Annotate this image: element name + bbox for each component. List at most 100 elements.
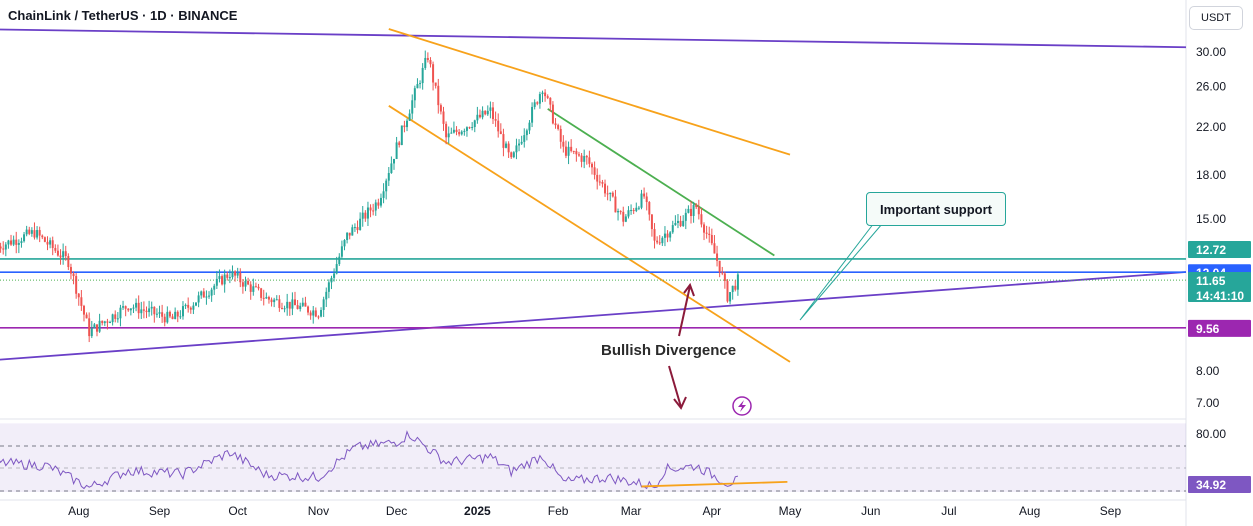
candle-body [325,291,328,300]
candle [528,120,531,135]
candle [583,149,586,169]
candle-body [155,313,158,315]
candle-body [632,210,635,212]
candle [59,249,62,265]
candle-body [588,157,591,164]
candle [494,111,497,127]
candle-body [468,127,471,129]
candle [452,121,455,134]
candle [132,304,135,314]
candle-body [395,142,398,159]
resistance-badge[interactable] [1188,240,1251,258]
time-tick-label: Mar [621,504,642,518]
candle-body [23,234,26,242]
candle-body [103,321,106,324]
candle [325,287,328,308]
trendline-4[interactable] [547,108,775,257]
candle-body [114,314,117,319]
candle-body [241,282,244,287]
candle [301,297,304,308]
candle-body [452,129,455,133]
candle [343,239,346,251]
candle-body [197,295,200,303]
trendline-0[interactable] [0,28,1187,49]
candle [10,234,13,246]
candle-body [356,227,359,230]
channel-top-2[interactable] [388,28,791,156]
candle [369,204,372,218]
candle [572,150,575,155]
candle [288,301,291,316]
candle-body [476,114,479,121]
price-axis[interactable]: 30.00 26.00 22.00 18.00 15.00 8.00 7.00 80.00 12… [1188,45,1251,493]
last-price-badge[interactable] [1188,272,1251,302]
trendline-1[interactable] [0,271,1187,362]
candle-body [541,92,544,95]
candle [218,269,221,283]
candle-body [596,174,599,182]
note-pointer [799,222,883,321]
candle-body [309,312,312,316]
candle [49,237,52,249]
drawn-lines[interactable] [0,28,1187,363]
time-tick-label: Aug [68,504,89,518]
candle-body [676,220,679,224]
candle-body [260,288,263,298]
rsi-badge[interactable] [1188,476,1251,493]
candle [468,126,471,129]
candle-body [221,276,224,285]
candle-body [181,306,184,317]
candle-body [330,277,333,283]
rsi-divergence-line[interactable] [641,480,788,488]
candle-body [674,223,677,226]
candle [669,231,672,242]
resistance-badge-text: 12.72 [1196,243,1226,257]
candle [213,283,216,295]
candle [617,208,620,221]
candle-body [481,110,484,118]
candle [718,260,721,278]
important-support-note[interactable]: Important support [866,192,1006,226]
candle [682,215,685,227]
candle [437,78,440,114]
candle [544,89,547,102]
candle [106,318,109,330]
candle-body [531,106,534,123]
candle [635,202,638,213]
support-badge[interactable] [1188,319,1251,337]
candle [166,306,169,324]
candle [270,297,273,307]
candle-body [635,207,638,211]
candle [361,206,364,227]
candle [85,312,88,319]
candle [570,139,573,153]
candle-body [700,214,703,225]
candle [41,234,44,240]
candle [710,228,713,246]
channel-bottom-3[interactable] [388,105,791,363]
candle-body [153,306,156,315]
candle-body [314,310,317,317]
candle-body [439,105,442,112]
time-axis[interactable]: Aug Sep Oct Nov Dec 2025 Feb Mar Apr May Jun Jul Aug… [68,504,1121,518]
candle [25,225,28,237]
candle [30,227,33,237]
currency-button[interactable]: USDT [1189,6,1243,30]
candle-body [291,299,294,309]
candle [179,310,182,320]
candle [424,50,427,70]
candle-body [671,225,674,233]
candle-body [148,308,151,313]
candle [476,106,479,124]
candle-body [301,302,304,306]
candle [385,178,388,200]
candle [244,276,247,292]
candle [348,232,351,240]
candle-body [56,250,59,256]
time-tick-label: Dec [386,504,407,518]
candle-body [80,297,83,306]
bullish-divergence-label[interactable]: Bullish Divergence [601,342,737,359]
candle [4,242,7,257]
candle-body [424,57,427,68]
